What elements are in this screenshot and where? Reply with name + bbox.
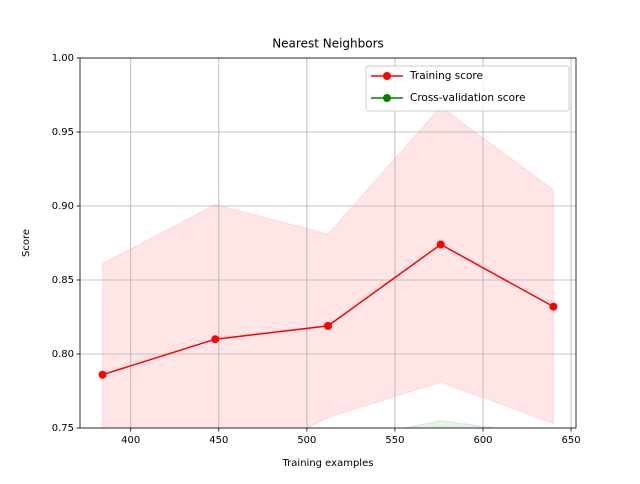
x-axis-label: Training examples <box>282 458 374 469</box>
legend: Training score Cross-validation score <box>365 65 570 112</box>
x-tick-label: 450 <box>209 435 228 446</box>
y-axis-label: Score <box>21 229 32 257</box>
score-marker <box>549 302 558 311</box>
score-band <box>400 420 501 428</box>
y-tick-label: 0.95 <box>52 127 74 138</box>
x-tick-label: 550 <box>385 435 404 446</box>
x-tick-label: 650 <box>562 435 581 446</box>
legend-marker <box>383 72 391 80</box>
score-band <box>102 106 554 428</box>
score-marker <box>436 240 445 249</box>
x-tick-label: 600 <box>473 435 492 446</box>
score-marker <box>211 335 220 344</box>
legend-marker <box>383 94 391 102</box>
chart-title: Nearest Neighbors <box>272 37 384 51</box>
score-marker <box>98 370 107 379</box>
y-tick-label: 0.75 <box>52 423 74 434</box>
x-tick-label: 400 <box>121 435 140 446</box>
legend-box <box>365 65 570 112</box>
bands <box>102 106 554 428</box>
x-tick-label: 500 <box>297 435 316 446</box>
ticks: 400 450 500 550 600 650 0.75 0.80 0.85 0.90 0.95 1.… <box>52 53 581 446</box>
y-tick-label: 0.90 <box>52 201 74 212</box>
legend-label: Cross-validation score <box>410 92 526 104</box>
legend-label: Training score <box>409 70 483 82</box>
score-marker <box>324 321 332 330</box>
plot-frame <box>79 57 577 429</box>
y-tick-label: 0.80 <box>52 349 74 360</box>
y-tick-label: 0.85 <box>52 275 74 286</box>
lines <box>98 240 558 379</box>
y-tick-label: 1.00 <box>52 53 74 64</box>
